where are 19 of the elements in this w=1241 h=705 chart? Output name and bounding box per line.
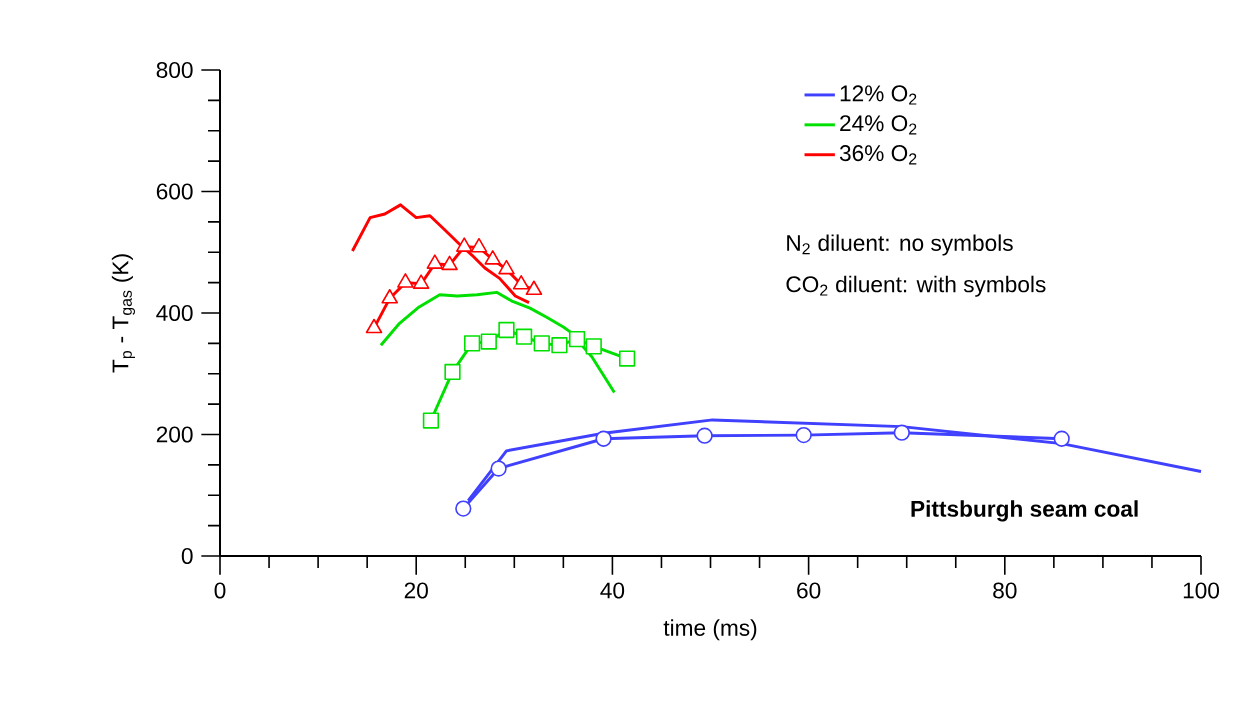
annotation: N$_{2}$ diluent: no symbols [787,234,1013,256]
y-axis-title: T$_{p}$ - T$_{gas}$ (K) [111,254,135,373]
annotation: CO$_{2}$ diluent: with symbols [786,275,1046,297]
y-tick-label: 0 [181,547,193,565]
y-tick-label: 200 [156,426,193,443]
x-tick-label: 60 [797,582,821,599]
y-tick-label: 400 [156,304,193,322]
x-tick-label: 100 [1183,582,1220,599]
x-tick-label: 0 [214,582,226,599]
legend-label: 12% O$_{2}$ [840,85,917,105]
x-tick-label: 80 [993,582,1017,599]
x-tick-label: 40 [600,582,625,599]
y-tick-label: 800 [156,61,193,79]
legend-label: 24% O$_{2}$ [840,115,917,135]
annotation: Pittsburgh seam coal [911,500,1138,522]
legend-label: 36% O$_{2}$ [839,145,917,165]
y-tick-label: 600 [156,183,193,200]
x-tick-label: 20 [404,582,428,599]
x-axis-title: time (ms) [663,619,757,641]
